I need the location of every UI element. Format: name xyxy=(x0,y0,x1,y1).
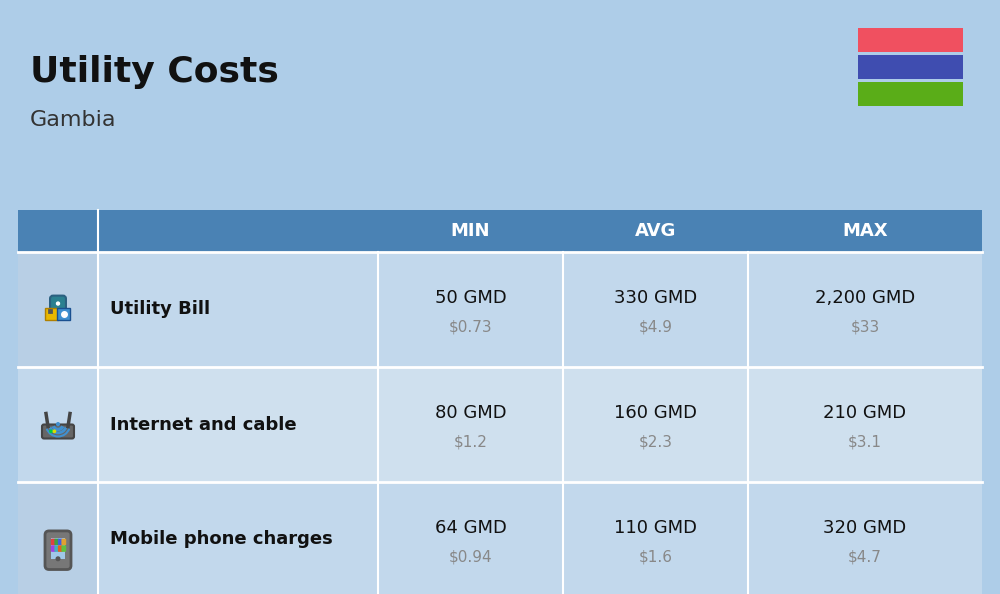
FancyBboxPatch shape xyxy=(563,252,748,367)
Text: Gambia: Gambia xyxy=(30,110,116,130)
FancyBboxPatch shape xyxy=(858,82,963,106)
Text: $2.3: $2.3 xyxy=(639,434,672,449)
FancyBboxPatch shape xyxy=(51,538,65,559)
FancyBboxPatch shape xyxy=(18,210,982,252)
Circle shape xyxy=(57,423,59,425)
FancyBboxPatch shape xyxy=(378,252,563,367)
FancyBboxPatch shape xyxy=(748,367,982,482)
Text: 320 GMD: 320 GMD xyxy=(823,519,907,537)
FancyBboxPatch shape xyxy=(563,367,748,482)
Text: $33: $33 xyxy=(850,319,880,334)
FancyBboxPatch shape xyxy=(748,482,982,594)
FancyBboxPatch shape xyxy=(98,252,378,367)
FancyBboxPatch shape xyxy=(18,252,98,367)
Text: 50 GMD: 50 GMD xyxy=(435,289,506,307)
FancyBboxPatch shape xyxy=(45,308,58,320)
FancyBboxPatch shape xyxy=(51,545,56,552)
FancyBboxPatch shape xyxy=(858,28,963,52)
Text: 160 GMD: 160 GMD xyxy=(614,404,697,422)
Text: $4.7: $4.7 xyxy=(848,549,882,564)
Text: $1.2: $1.2 xyxy=(454,434,487,449)
Text: $4.9: $4.9 xyxy=(639,319,672,334)
Circle shape xyxy=(57,302,59,305)
FancyBboxPatch shape xyxy=(58,539,63,545)
Text: 210 GMD: 210 GMD xyxy=(823,404,907,422)
FancyBboxPatch shape xyxy=(45,531,71,570)
Circle shape xyxy=(56,557,60,561)
FancyBboxPatch shape xyxy=(18,367,98,482)
FancyBboxPatch shape xyxy=(378,482,563,594)
FancyBboxPatch shape xyxy=(57,308,70,320)
FancyBboxPatch shape xyxy=(58,545,63,552)
Text: $0.73: $0.73 xyxy=(449,319,492,334)
Text: AVG: AVG xyxy=(635,222,676,240)
Text: 330 GMD: 330 GMD xyxy=(614,289,697,307)
FancyBboxPatch shape xyxy=(98,482,378,594)
Text: MIN: MIN xyxy=(451,222,490,240)
Text: $3.1: $3.1 xyxy=(848,434,882,449)
FancyBboxPatch shape xyxy=(18,482,98,594)
FancyBboxPatch shape xyxy=(98,367,378,482)
FancyBboxPatch shape xyxy=(563,482,748,594)
FancyBboxPatch shape xyxy=(51,539,56,545)
Text: $1.6: $1.6 xyxy=(639,549,672,564)
FancyBboxPatch shape xyxy=(50,296,66,311)
Text: 2,200 GMD: 2,200 GMD xyxy=(815,289,915,307)
FancyBboxPatch shape xyxy=(378,367,563,482)
FancyBboxPatch shape xyxy=(61,539,66,545)
FancyBboxPatch shape xyxy=(54,539,59,545)
Text: Utility Bill: Utility Bill xyxy=(110,301,210,318)
Text: $0.94: $0.94 xyxy=(449,549,492,564)
FancyBboxPatch shape xyxy=(858,55,963,79)
Text: MAX: MAX xyxy=(842,222,888,240)
Text: Mobile phone charges: Mobile phone charges xyxy=(110,530,333,548)
Text: Utility Costs: Utility Costs xyxy=(30,55,279,89)
Circle shape xyxy=(53,430,56,432)
Text: Internet and cable: Internet and cable xyxy=(110,415,297,434)
Text: 64 GMD: 64 GMD xyxy=(435,519,506,537)
FancyBboxPatch shape xyxy=(42,425,74,438)
Text: 110 GMD: 110 GMD xyxy=(614,519,697,537)
Text: 80 GMD: 80 GMD xyxy=(435,404,506,422)
FancyBboxPatch shape xyxy=(61,545,66,552)
Circle shape xyxy=(50,430,52,432)
FancyBboxPatch shape xyxy=(54,545,59,552)
FancyBboxPatch shape xyxy=(748,252,982,367)
